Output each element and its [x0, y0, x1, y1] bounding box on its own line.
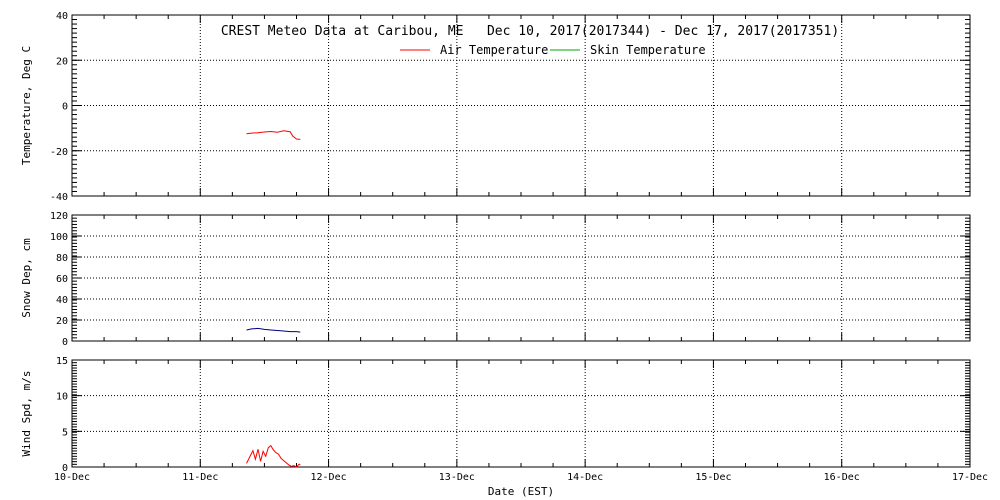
series-line-snow-0	[246, 327, 301, 333]
y-tick-label: 100	[50, 232, 68, 243]
panel-frame-wind	[71, 359, 971, 468]
legend-label-0: Air Temperature	[440, 43, 548, 57]
y-axis-title-temperature: Temperature, Deg C	[20, 46, 33, 165]
x-tick-label: 10-Dec	[54, 472, 90, 483]
y-tick-label: 15	[56, 356, 68, 367]
x-tick-label: 11-Dec	[182, 472, 218, 483]
y-tick-label: 10	[56, 392, 68, 403]
y-axis-title-snow: Snow Dep, cm	[20, 238, 33, 318]
legend-label-1: Skin Temperature	[590, 43, 706, 57]
y-tick-label: -20	[50, 147, 68, 158]
chart-title: CREST Meteo Data at Caribou, ME Dec 10, …	[221, 24, 839, 39]
y-tick-label: 120	[50, 211, 68, 222]
x-tick-label: 13-Dec	[439, 472, 475, 483]
y-tick-label: 40	[56, 295, 68, 306]
y-axis-title-wind: Wind Spd, m/s	[20, 370, 33, 456]
x-axis-title: Date (EST)	[488, 485, 554, 498]
y-tick-label: 20	[56, 316, 68, 327]
series-line-wind-0	[246, 444, 301, 468]
y-tick-label: 60	[56, 274, 68, 285]
y-tick-label: 40	[56, 11, 68, 22]
y-tick-label: 80	[56, 253, 68, 264]
x-tick-label: 17-Dec	[952, 472, 988, 483]
y-tick-label: 0	[62, 102, 68, 113]
series-line-temperature-0	[246, 130, 301, 140]
y-tick-label: 20	[56, 56, 68, 67]
x-tick-label: 15-Dec	[695, 472, 731, 483]
y-tick-label: 5	[62, 427, 68, 438]
panel-frame-snow	[71, 214, 971, 342]
y-tick-label: -40	[50, 192, 68, 203]
y-tick-label: 0	[62, 463, 68, 474]
x-tick-label: 16-Dec	[824, 472, 860, 483]
x-tick-label: 12-Dec	[311, 472, 347, 483]
y-tick-label: 0	[62, 337, 68, 348]
x-tick-label: 14-Dec	[567, 472, 603, 483]
